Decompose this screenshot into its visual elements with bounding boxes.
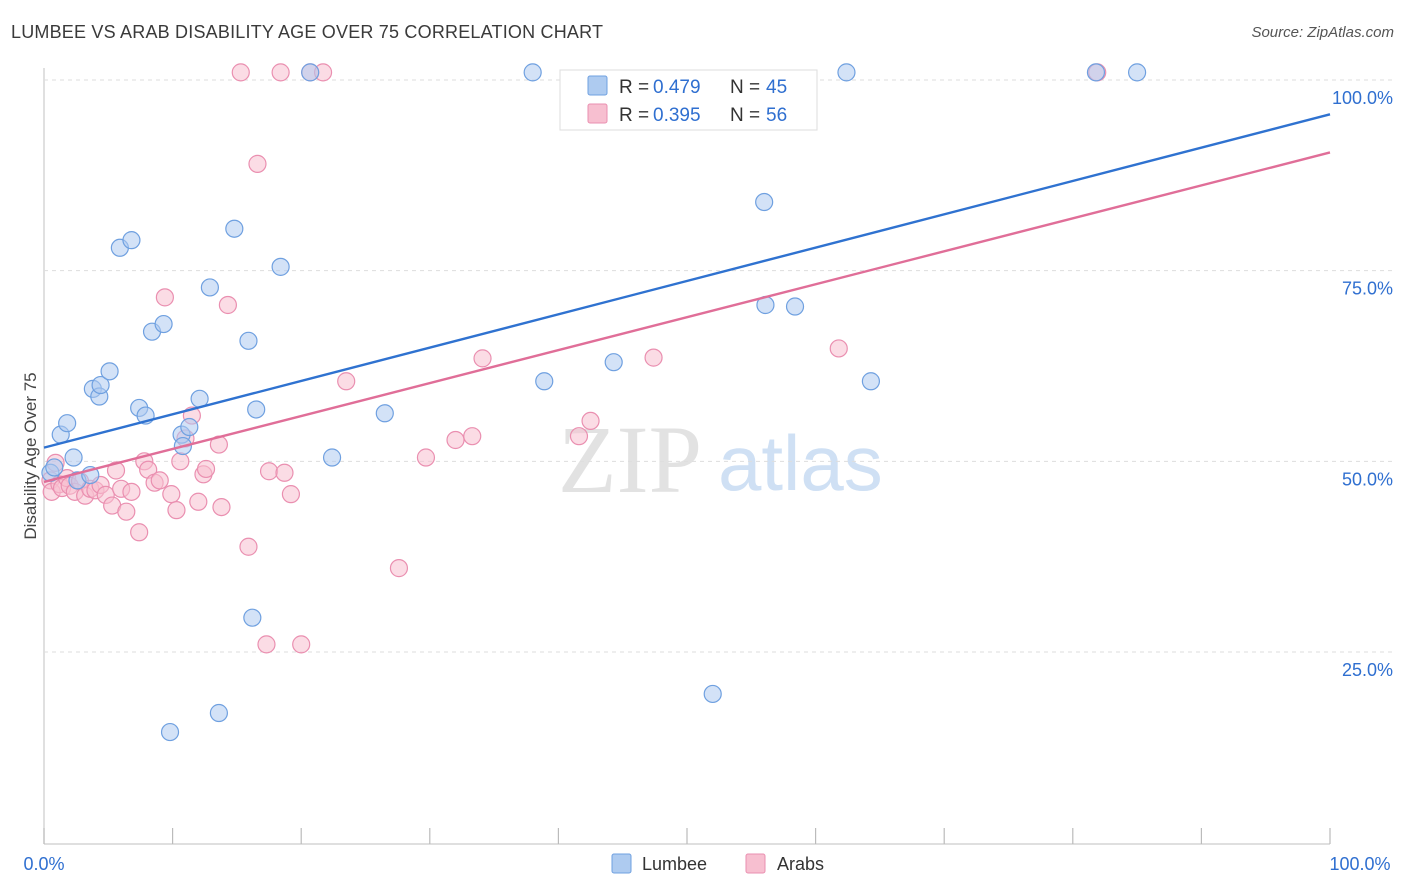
lumbee-point: [209, 703, 228, 723]
y-tick-label: 50.0%: [1342, 469, 1393, 489]
arabs-point: [231, 63, 250, 82]
y-tick-label: 25.0%: [1342, 660, 1393, 680]
lumbee-trend-line: [43, 113, 1331, 449]
watermark: ZIP atlas: [558, 406, 883, 513]
arabs-point: [569, 427, 589, 446]
lumbee-point: [1127, 63, 1147, 82]
lumbee-point: [180, 417, 199, 437]
x-tick-label-max: 100.0%: [1329, 854, 1390, 874]
arabs-point: [167, 501, 186, 520]
legend-swatch-arabs: [587, 103, 608, 124]
watermark-zip: ZIP: [558, 406, 702, 513]
lumbee-points: [41, 63, 1147, 742]
arabs-point: [829, 339, 848, 358]
lumbee-point: [247, 400, 266, 419]
legend-box: R = 0.479 N = 45 R = 0.395 N = 56: [559, 69, 818, 131]
chart-title: LUMBEE VS ARAB DISABILITY AGE OVER 75 CO…: [11, 22, 604, 42]
y-tick-labels: 25.0% 50.0% 75.0% 100.0%: [1332, 88, 1393, 680]
lumbee-point: [154, 314, 173, 334]
y-tick-label: 75.0%: [1342, 279, 1393, 299]
lumbee-point: [64, 448, 83, 467]
legend-swatch-lumbee: [587, 75, 608, 96]
arabs-points: [41, 63, 1107, 654]
arabs-point: [239, 537, 258, 556]
legend-r-value-lumbee: 0.479: [653, 77, 701, 98]
arabs-point: [644, 348, 663, 367]
lumbee-point: [58, 414, 77, 433]
lumbee-point: [604, 353, 623, 372]
bottom-legend-label-lumbee: Lumbee: [642, 854, 707, 874]
arabs-point: [581, 411, 600, 431]
lumbee-point: [375, 404, 394, 423]
lumbee-point: [322, 448, 342, 467]
arabs-point: [337, 372, 356, 391]
lumbee-point: [703, 684, 722, 704]
lumbee-point: [301, 63, 320, 82]
arabs-point: [212, 497, 231, 517]
bottom-legend-swatch-arabs: [745, 853, 766, 874]
lumbee-point: [225, 219, 244, 238]
arabs-point: [271, 63, 290, 82]
arabs-point: [171, 452, 190, 471]
arabs-point: [117, 502, 136, 521]
legend-r-label-arabs: R =: [619, 105, 649, 126]
arabs-point: [257, 635, 276, 654]
arabs-point: [150, 471, 169, 490]
legend-r-value-arabs: 0.395: [653, 105, 701, 126]
legend-n-label-lumbee: N =: [730, 77, 760, 98]
lumbee-point: [160, 722, 180, 742]
arabs-point: [446, 430, 465, 450]
lumbee-point: [243, 608, 262, 627]
arabs-point: [130, 523, 149, 542]
watermark-atlas: atlas: [718, 419, 883, 507]
grid: [44, 79, 1395, 653]
arabs-point: [473, 349, 492, 368]
arabs-point: [106, 461, 126, 480]
legend-r-label-lumbee: R =: [619, 77, 649, 98]
y-axis-label: Disability Age Over 75: [21, 372, 40, 539]
lumbee-point: [1086, 63, 1106, 82]
arabs-point: [292, 635, 311, 654]
arabs-point: [218, 295, 237, 315]
bottom-legend-label-arabs: Arabs: [777, 854, 824, 874]
lumbee-point: [837, 63, 856, 82]
lumbee-point: [755, 192, 774, 212]
legend-n-label-arabs: N =: [730, 105, 760, 126]
lumbee-point: [535, 372, 554, 391]
arabs-point: [248, 154, 267, 173]
lumbee-point: [271, 257, 290, 276]
trend-lines: [43, 113, 1331, 484]
legend-n-value-arabs: 56: [766, 105, 787, 126]
arabs-point: [416, 448, 436, 467]
lumbee-point: [100, 362, 119, 381]
lumbee-point: [200, 278, 219, 297]
arabs-point: [155, 288, 174, 307]
arabs-trend-line: [43, 151, 1331, 484]
source-label: Source: ZipAtlas.com: [1251, 24, 1394, 41]
arabs-point: [259, 462, 279, 481]
arabs-point: [463, 427, 482, 446]
arabs-point: [281, 485, 301, 504]
bottom-legend-swatch-lumbee: [611, 853, 632, 874]
lumbee-point: [91, 375, 110, 395]
legend-n-value-lumbee: 45: [766, 77, 787, 98]
arabs-point: [389, 559, 409, 578]
arabs-point: [196, 459, 216, 479]
x-ticks: [43, 828, 1331, 844]
arabs-point: [189, 492, 208, 511]
arabs-point: [122, 482, 141, 501]
lumbee-point: [785, 297, 805, 316]
x-tick-label-min: 0.0%: [23, 854, 64, 874]
bottom-legend: Lumbee Arabs: [611, 853, 824, 874]
lumbee-point: [122, 231, 141, 250]
lumbee-point: [239, 331, 258, 350]
lumbee-point: [523, 63, 542, 82]
y-tick-label: 100.0%: [1332, 88, 1393, 108]
lumbee-point: [861, 372, 880, 391]
lumbee-point: [45, 458, 64, 477]
arabs-point: [275, 463, 294, 482]
arabs-point: [162, 485, 181, 504]
